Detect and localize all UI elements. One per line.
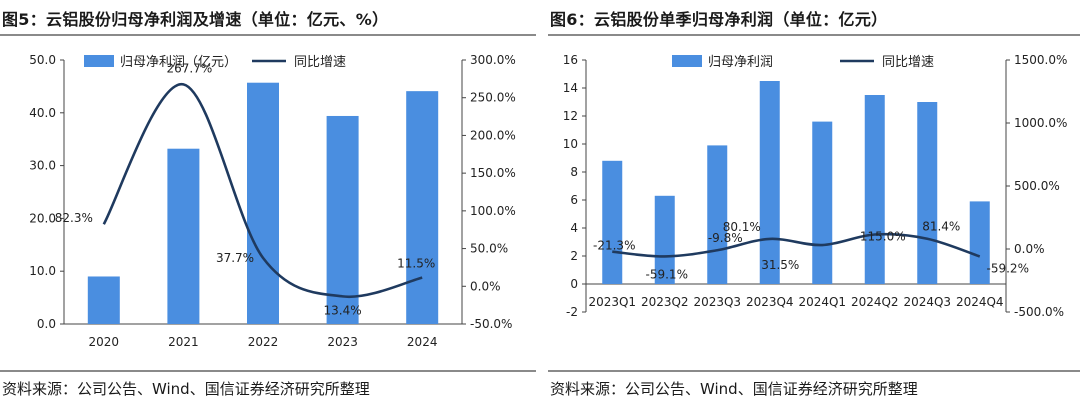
x-tick-label: 2022 <box>248 335 279 349</box>
y-tick-label-right: 50.0% <box>470 242 508 256</box>
y-tick-label-left: 2 <box>570 249 578 263</box>
data-label: 80.1% <box>723 220 761 234</box>
y-tick-label-left: 8 <box>570 165 578 179</box>
x-tick-label: 2023Q2 <box>641 295 689 309</box>
bar <box>602 160 623 284</box>
y-tick-label-left: 50.0 <box>29 53 56 67</box>
bar <box>864 95 885 284</box>
bar <box>812 121 833 284</box>
x-tick-label: 2023Q4 <box>746 295 794 309</box>
chart-panel-left: 图5：云铝股份归母净利润及增速（单位：亿元、%） 0.0 10.0 20.0 30.0… <box>0 0 536 418</box>
data-label: 267.7% <box>167 61 213 75</box>
data-label: 11.5% <box>397 257 435 271</box>
y-tick-label-left: 14 <box>563 81 578 95</box>
y-tick-label-left: 0.0 <box>37 317 56 331</box>
data-label: 13.4% <box>324 303 362 317</box>
y-tick-label-left: 20.0 <box>29 211 56 225</box>
x-tick-label: 2024Q1 <box>798 295 846 309</box>
legend-swatch-bar <box>84 55 114 67</box>
bar <box>406 91 439 324</box>
source-rule <box>0 370 536 372</box>
y-tick-label-right: 300.0% <box>470 53 516 67</box>
legend-label-line: 同比增速 <box>294 55 346 70</box>
data-label: -9.8% <box>708 231 743 245</box>
title-rule <box>0 34 536 36</box>
x-tick-label: 2023Q1 <box>588 295 636 309</box>
y-tick-label-right: 0.0% <box>1014 242 1045 256</box>
chart-title: 图5：云铝股份归母净利润及增速（单位：亿元、%） <box>2 10 389 29</box>
source-note: 资料来源：公司公告、Wind、国信证券经济研究所整理 <box>550 380 918 398</box>
bar <box>707 145 728 284</box>
data-label: -59.2% <box>987 261 1029 275</box>
x-tick-label: 2024Q4 <box>956 295 1004 309</box>
data-label: -59.1% <box>646 267 688 281</box>
bar <box>969 201 990 284</box>
y-tick-label-left: 0 <box>570 277 578 291</box>
chart-title: 图6：云铝股份单季归母净利润（单位：亿元） <box>550 10 888 29</box>
y-tick-label-left: 6 <box>570 193 578 207</box>
data-label: 81.4% <box>922 220 960 234</box>
y-tick-label-left: 30.0 <box>29 159 56 173</box>
x-tick-label: 2020 <box>89 335 120 349</box>
data-label: 37.7% <box>216 251 254 265</box>
y-tick-label-right: 1000.0% <box>1014 116 1067 130</box>
series-line <box>102 83 423 299</box>
bar <box>326 115 359 324</box>
y-tick-label-left: 4 <box>570 221 578 235</box>
y-tick-label-right: -500.0% <box>1014 305 1064 319</box>
chart-profit-quarterly: -2 0 2 4 6 8 10 12 14 16 -500.0% 0.0% 500.0% 1000.0% 1… <box>563 53 1068 319</box>
y-tick-label-right: -50.0% <box>470 317 512 331</box>
source-note: 资料来源：公司公告、Wind、国信证券经济研究所整理 <box>2 380 370 398</box>
y-tick-label-right: 0.0% <box>470 279 501 293</box>
chart-panel-right: 图6：云铝股份单季归母净利润（单位：亿元） -2 0 2 4 6 8 10 12 14 16 -50… <box>548 0 1080 418</box>
y-tick-label-right: 500.0% <box>1014 179 1060 193</box>
source-rule <box>548 370 1080 372</box>
y-tick-label-right: 1500.0% <box>1014 53 1067 67</box>
bar <box>917 102 938 284</box>
title-rule <box>548 34 1080 36</box>
legend-label-line: 同比增速 <box>882 55 934 70</box>
x-tick-label: 2023 <box>327 335 358 349</box>
y-tick-label-left: 16 <box>563 53 578 67</box>
x-tick-label: 2024Q2 <box>851 295 899 309</box>
series-line <box>612 232 981 258</box>
data-label: -21.3% <box>593 239 635 253</box>
x-tick-label: 2021 <box>168 335 199 349</box>
bar <box>247 82 279 324</box>
y-tick-label-left: 10 <box>563 137 578 151</box>
x-tick-label: 2024Q3 <box>903 295 951 309</box>
bar <box>167 148 200 324</box>
data-label: 31.5% <box>761 258 799 272</box>
chart-profit-annual: 0.0 10.0 20.0 30.0 40.0 50.0 -50.0% 0.0% 50.0% 10… <box>29 53 516 349</box>
data-label: 115.0% <box>860 230 906 244</box>
legend-label-bar: 归母净利润（亿元） <box>120 55 237 70</box>
y-tick-label-left: 10.0 <box>29 264 56 278</box>
data-label: 82.3% <box>55 211 93 225</box>
y-tick-label-left: -2 <box>566 305 578 319</box>
bar <box>87 276 120 324</box>
y-tick-label-right: 250.0% <box>470 91 516 105</box>
bar <box>759 81 780 284</box>
x-tick-label: 2024 <box>407 335 438 349</box>
bar <box>654 195 675 284</box>
y-tick-label-right: 200.0% <box>470 128 516 142</box>
x-tick-label: 2023Q3 <box>693 295 741 309</box>
y-tick-label-right: 100.0% <box>470 204 516 218</box>
legend-swatch-bar <box>672 55 702 67</box>
y-tick-label-right: 150.0% <box>470 166 516 180</box>
y-tick-label-left: 40.0 <box>29 106 56 120</box>
y-tick-label-left: 12 <box>563 109 578 123</box>
legend-label-bar: 归母净利润 <box>708 55 773 70</box>
